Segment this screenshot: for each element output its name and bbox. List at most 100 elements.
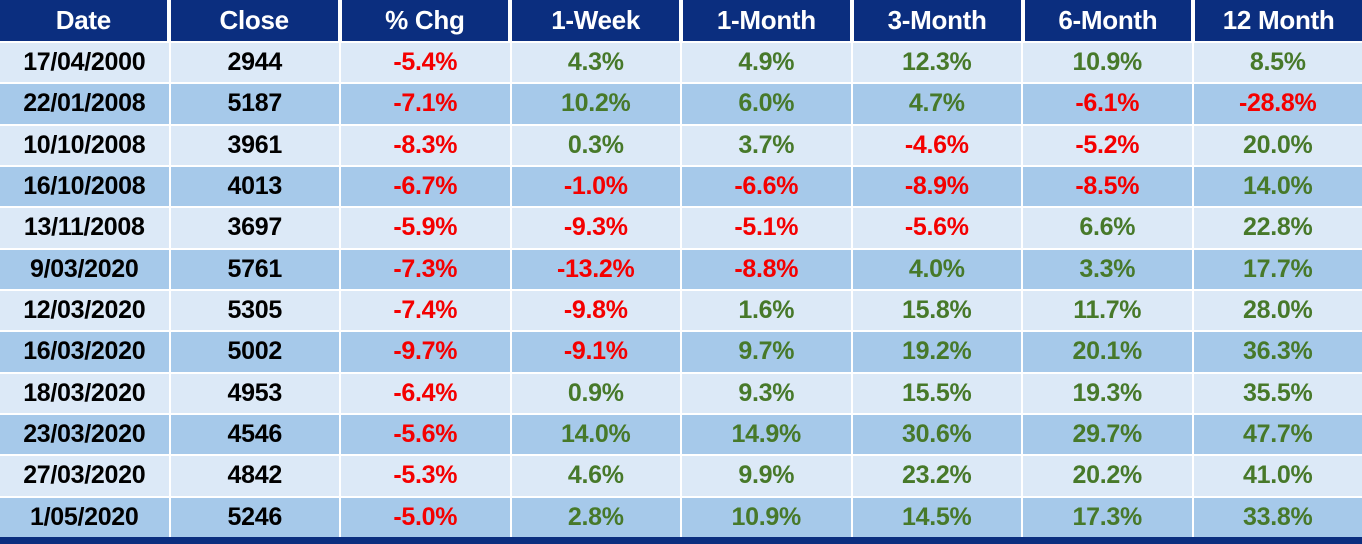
pct-chg-cell: -6.7% — [341, 166, 510, 207]
date-cell: 16/10/2008 — [0, 166, 169, 207]
month3-cell: 15.5% — [852, 373, 1021, 413]
date-cell: 18/03/2020 — [0, 373, 169, 413]
month6-cell: 17.3% — [1023, 497, 1192, 537]
table-header-row: Date Close % Chg 1-Week 1-Month 3-Month … — [0, 0, 1362, 41]
week1-cell: 4.3% — [511, 43, 680, 83]
date-cell: 10/10/2008 — [0, 125, 169, 165]
month6-cell: 20.1% — [1023, 332, 1192, 372]
close-cell: 5187 — [170, 84, 339, 124]
pct-chg-cell: -7.4% — [341, 290, 510, 331]
month1-cell: 3.7% — [682, 125, 851, 165]
pct-chg-cell: -7.1% — [341, 84, 510, 124]
week1-cell: -9.8% — [511, 290, 680, 331]
table-row: 1/05/2020 5246 -5.0% 2.8% 10.9% 14.5% 17.3% 33.… — [0, 497, 1362, 537]
month3-cell: -8.9% — [852, 166, 1021, 207]
week1-cell: 2.8% — [511, 497, 680, 537]
month3-cell: 15.8% — [852, 290, 1021, 331]
month1-cell: 10.9% — [682, 497, 851, 537]
month3-cell: 23.2% — [852, 456, 1021, 496]
close-cell: 3697 — [170, 208, 339, 248]
table-row: 27/03/2020 4842 -5.3% 4.6% 9.9% 23.2% 20.2% 41.… — [0, 456, 1362, 496]
date-cell: 23/03/2020 — [0, 414, 169, 455]
close-cell: 5002 — [170, 332, 339, 372]
date-cell: 17/04/2000 — [0, 43, 169, 83]
week1-cell: 0.3% — [511, 125, 680, 165]
week1-cell: -1.0% — [511, 166, 680, 207]
month6-cell: 20.2% — [1023, 456, 1192, 496]
month1-cell: -6.6% — [682, 166, 851, 207]
month1-cell: 9.3% — [682, 373, 851, 413]
close-cell: 4013 — [170, 166, 339, 207]
pct-chg-cell: -7.3% — [341, 249, 510, 289]
date-cell: 16/03/2020 — [0, 332, 169, 372]
column-header-1-week: 1-Week — [512, 0, 679, 41]
table-bottom-border — [0, 537, 1362, 544]
close-cell: 5305 — [170, 290, 339, 331]
month6-cell: 3.3% — [1023, 249, 1192, 289]
pct-chg-cell: -5.3% — [341, 456, 510, 496]
month1-cell: -8.8% — [682, 249, 851, 289]
month6-cell: 6.6% — [1023, 208, 1192, 248]
month6-cell: 10.9% — [1023, 43, 1192, 83]
month12-cell: 41.0% — [1193, 456, 1362, 496]
date-cell: 27/03/2020 — [0, 456, 169, 496]
week1-cell: 14.0% — [511, 414, 680, 455]
table-row: 16/03/2020 5002 -9.7% -9.1% 9.7% 19.2% 20.1% 36… — [0, 332, 1362, 372]
month3-cell: 19.2% — [852, 332, 1021, 372]
date-cell: 22/01/2008 — [0, 84, 169, 124]
month12-cell: 36.3% — [1193, 332, 1362, 372]
month3-cell: 12.3% — [852, 43, 1021, 83]
month1-cell: 9.7% — [682, 332, 851, 372]
month3-cell: 4.7% — [852, 84, 1021, 124]
month1-cell: 4.9% — [682, 43, 851, 83]
table-row: 13/11/2008 3697 -5.9% -9.3% -5.1% -5.6% 6.6% 22… — [0, 208, 1362, 248]
month1-cell: -5.1% — [682, 208, 851, 248]
month6-cell: -5.2% — [1023, 125, 1192, 165]
table-row: 9/03/2020 5761 -7.3% -13.2% -8.8% 4.0% 3.3% 17.… — [0, 249, 1362, 289]
column-header-date: Date — [0, 0, 167, 41]
week1-cell: 10.2% — [511, 84, 680, 124]
column-header-3-month: 3-Month — [853, 0, 1021, 41]
month12-cell: 8.5% — [1193, 43, 1362, 83]
close-cell: 4842 — [170, 456, 339, 496]
month12-cell: 14.0% — [1193, 166, 1362, 207]
week1-cell: 4.6% — [511, 456, 680, 496]
table-row: 17/04/2000 2944 -5.4% 4.3% 4.9% 12.3% 10.9% 8.5… — [0, 43, 1362, 83]
close-cell: 4953 — [170, 373, 339, 413]
table-row: 10/10/2008 3961 -8.3% 0.3% 3.7% -4.6% -5.2% 20.… — [0, 125, 1362, 165]
month1-cell: 9.9% — [682, 456, 851, 496]
close-cell: 3961 — [170, 125, 339, 165]
table-row: 22/01/2008 5187 -7.1% 10.2% 6.0% 4.7% -6.1% -28… — [0, 84, 1362, 124]
month3-cell: 30.6% — [852, 414, 1021, 455]
month6-cell: 29.7% — [1023, 414, 1192, 455]
week1-cell: 0.9% — [511, 373, 680, 413]
table-body: 17/04/2000 2944 -5.4% 4.3% 4.9% 12.3% 10.9% 8.5… — [0, 43, 1362, 537]
close-cell: 2944 — [170, 43, 339, 83]
month6-cell: -8.5% — [1023, 166, 1192, 207]
month3-cell: -5.6% — [852, 208, 1021, 248]
close-cell: 4546 — [170, 414, 339, 455]
month1-cell: 1.6% — [682, 290, 851, 331]
column-header-pct-chg: % Chg — [341, 0, 509, 41]
month12-cell: 47.7% — [1193, 414, 1362, 455]
month3-cell: 14.5% — [852, 497, 1021, 537]
month12-cell: 22.8% — [1193, 208, 1362, 248]
pct-chg-cell: -9.7% — [341, 332, 510, 372]
month6-cell: 11.7% — [1023, 290, 1192, 331]
month3-cell: 4.0% — [852, 249, 1021, 289]
column-header-12-month: 12 Month — [1195, 0, 1362, 41]
pct-chg-cell: -5.6% — [341, 414, 510, 455]
table-row: 23/03/2020 4546 -5.6% 14.0% 14.9% 30.6% 29.7% 4… — [0, 414, 1362, 455]
month12-cell: 35.5% — [1193, 373, 1362, 413]
month12-cell: 20.0% — [1193, 125, 1362, 165]
month1-cell: 14.9% — [682, 414, 851, 455]
date-cell: 13/11/2008 — [0, 208, 169, 248]
pct-chg-cell: -8.3% — [341, 125, 510, 165]
table-row: 12/03/2020 5305 -7.4% -9.8% 1.6% 15.8% 11.7% 28… — [0, 290, 1362, 331]
pct-chg-cell: -5.0% — [341, 497, 510, 537]
month12-cell: 17.7% — [1193, 249, 1362, 289]
close-cell: 5246 — [170, 497, 339, 537]
pct-chg-cell: -5.9% — [341, 208, 510, 248]
month1-cell: 6.0% — [682, 84, 851, 124]
